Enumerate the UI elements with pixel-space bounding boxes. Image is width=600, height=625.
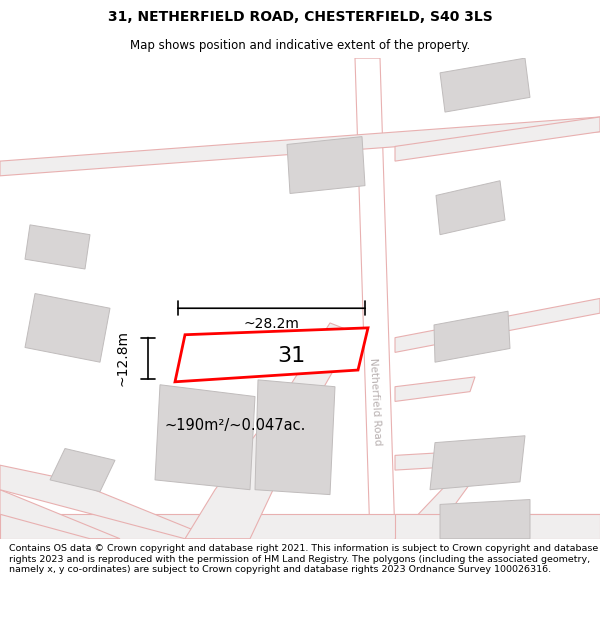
Polygon shape <box>436 181 505 234</box>
Polygon shape <box>175 328 368 382</box>
Polygon shape <box>185 401 310 539</box>
Polygon shape <box>395 465 480 539</box>
Polygon shape <box>0 465 215 539</box>
Polygon shape <box>0 117 600 176</box>
Polygon shape <box>395 451 480 470</box>
Polygon shape <box>287 137 365 194</box>
Polygon shape <box>25 294 110 362</box>
Polygon shape <box>395 377 475 401</box>
Polygon shape <box>440 58 530 112</box>
Text: ~28.2m: ~28.2m <box>244 317 299 331</box>
Text: Contains OS data © Crown copyright and database right 2021. This information is : Contains OS data © Crown copyright and d… <box>9 544 598 574</box>
Polygon shape <box>0 514 600 539</box>
Polygon shape <box>440 499 530 539</box>
Text: 31: 31 <box>277 346 305 366</box>
Polygon shape <box>395 514 600 539</box>
Polygon shape <box>280 323 355 411</box>
Text: 31, NETHERFIELD ROAD, CHESTERFIELD, S40 3LS: 31, NETHERFIELD ROAD, CHESTERFIELD, S40 … <box>107 11 493 24</box>
Polygon shape <box>50 449 115 492</box>
Polygon shape <box>430 436 525 490</box>
Text: ~12.8m: ~12.8m <box>115 330 129 386</box>
Text: ~190m²/~0.047ac.: ~190m²/~0.047ac. <box>165 419 307 434</box>
Polygon shape <box>255 380 335 494</box>
Polygon shape <box>25 225 90 269</box>
Polygon shape <box>395 117 600 161</box>
Polygon shape <box>155 385 255 490</box>
Polygon shape <box>395 298 600 352</box>
Polygon shape <box>0 490 120 539</box>
Text: Netherfield Road: Netherfield Road <box>368 357 382 446</box>
Polygon shape <box>434 311 510 362</box>
Text: Map shows position and indicative extent of the property.: Map shows position and indicative extent… <box>130 39 470 52</box>
Polygon shape <box>355 58 395 539</box>
